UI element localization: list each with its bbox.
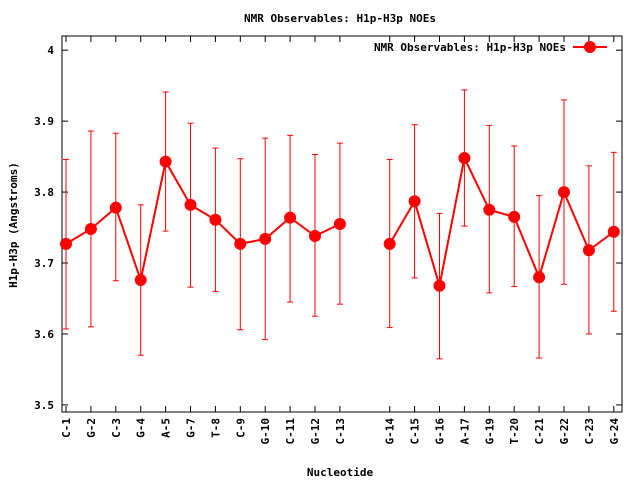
x-tick-label: G-4	[135, 418, 148, 438]
x-tick-label: G-14	[384, 418, 397, 445]
data-point	[259, 232, 272, 245]
x-tick-label: C-23	[583, 418, 596, 445]
series-line	[388, 154, 615, 287]
data-point	[558, 186, 570, 199]
x-tick-label: G-22	[558, 418, 571, 445]
data-series	[60, 89, 620, 360]
y-tick-label: 4	[47, 44, 54, 57]
x-tick-label: G-12	[309, 418, 322, 445]
data-point	[408, 195, 421, 208]
data-point	[234, 237, 247, 250]
data-point	[309, 230, 321, 243]
x-tick-label: C-1	[60, 418, 73, 438]
legend: NMR Observables: H1p-H3p NOEs	[374, 41, 607, 54]
x-tick-label: G-7	[185, 418, 198, 438]
data-point	[209, 213, 222, 226]
y-axis-label: H1p-H3p (Angstroms)	[7, 162, 20, 288]
legend-label: NMR Observables: H1p-H3p NOEs	[374, 41, 566, 54]
data-point	[109, 201, 122, 214]
x-tick-label: C-21	[533, 418, 546, 445]
data-point	[433, 279, 446, 292]
data-point	[533, 271, 546, 284]
x-tick-label: C-15	[409, 418, 422, 445]
data-point	[458, 152, 471, 165]
y-tick-label: 3.8	[34, 186, 54, 199]
x-tick-label: G-2	[85, 418, 98, 438]
data-point	[284, 211, 297, 224]
y-axis: 3.5 3.6 3.7 3.8 3.9 4	[34, 44, 622, 412]
data-point	[159, 155, 172, 168]
x-tick-label: C-9	[234, 418, 247, 438]
data-point	[333, 218, 346, 230]
x-tick-label: C-13	[334, 418, 347, 445]
data-point	[508, 210, 521, 223]
data-point	[582, 244, 595, 257]
data-point	[134, 274, 147, 287]
data-point	[184, 198, 197, 211]
x-tick-label: G-10	[259, 418, 272, 445]
x-tick-label: G-19	[483, 418, 496, 445]
x-tick-label: C-11	[284, 418, 297, 445]
legend-marker	[584, 41, 596, 53]
x-tick-label: A-17	[458, 418, 471, 445]
y-tick-label: 3.5	[34, 399, 54, 412]
data-point	[60, 237, 72, 250]
x-tick-label: T-8	[209, 418, 222, 438]
data-point	[607, 225, 620, 238]
x-axis: C-1 G-2 C-3 G-4 A-5 G-7 T-8 C-9 G-10 C-11 G-12 C-13…	[60, 36, 621, 445]
data-point	[383, 237, 396, 250]
x-tick-label: A-5	[160, 418, 173, 438]
series-line	[65, 158, 341, 284]
x-tick-label: T-20	[508, 418, 521, 445]
x-axis-label: Nucleotide	[307, 466, 374, 479]
y-tick-label: 3.6	[34, 328, 54, 341]
data-point	[84, 222, 97, 235]
x-tick-label: G-24	[608, 418, 621, 445]
y-tick-label: 3.9	[34, 115, 54, 128]
data-point	[483, 203, 496, 216]
y-tick-label: 3.7	[34, 257, 54, 270]
x-tick-label: G-16	[434, 418, 447, 445]
x-tick-label: C-3	[110, 418, 123, 438]
plot-frame	[61, 35, 623, 413]
chart-title: NMR Observables: H1p-H3p NOEs	[244, 12, 436, 25]
